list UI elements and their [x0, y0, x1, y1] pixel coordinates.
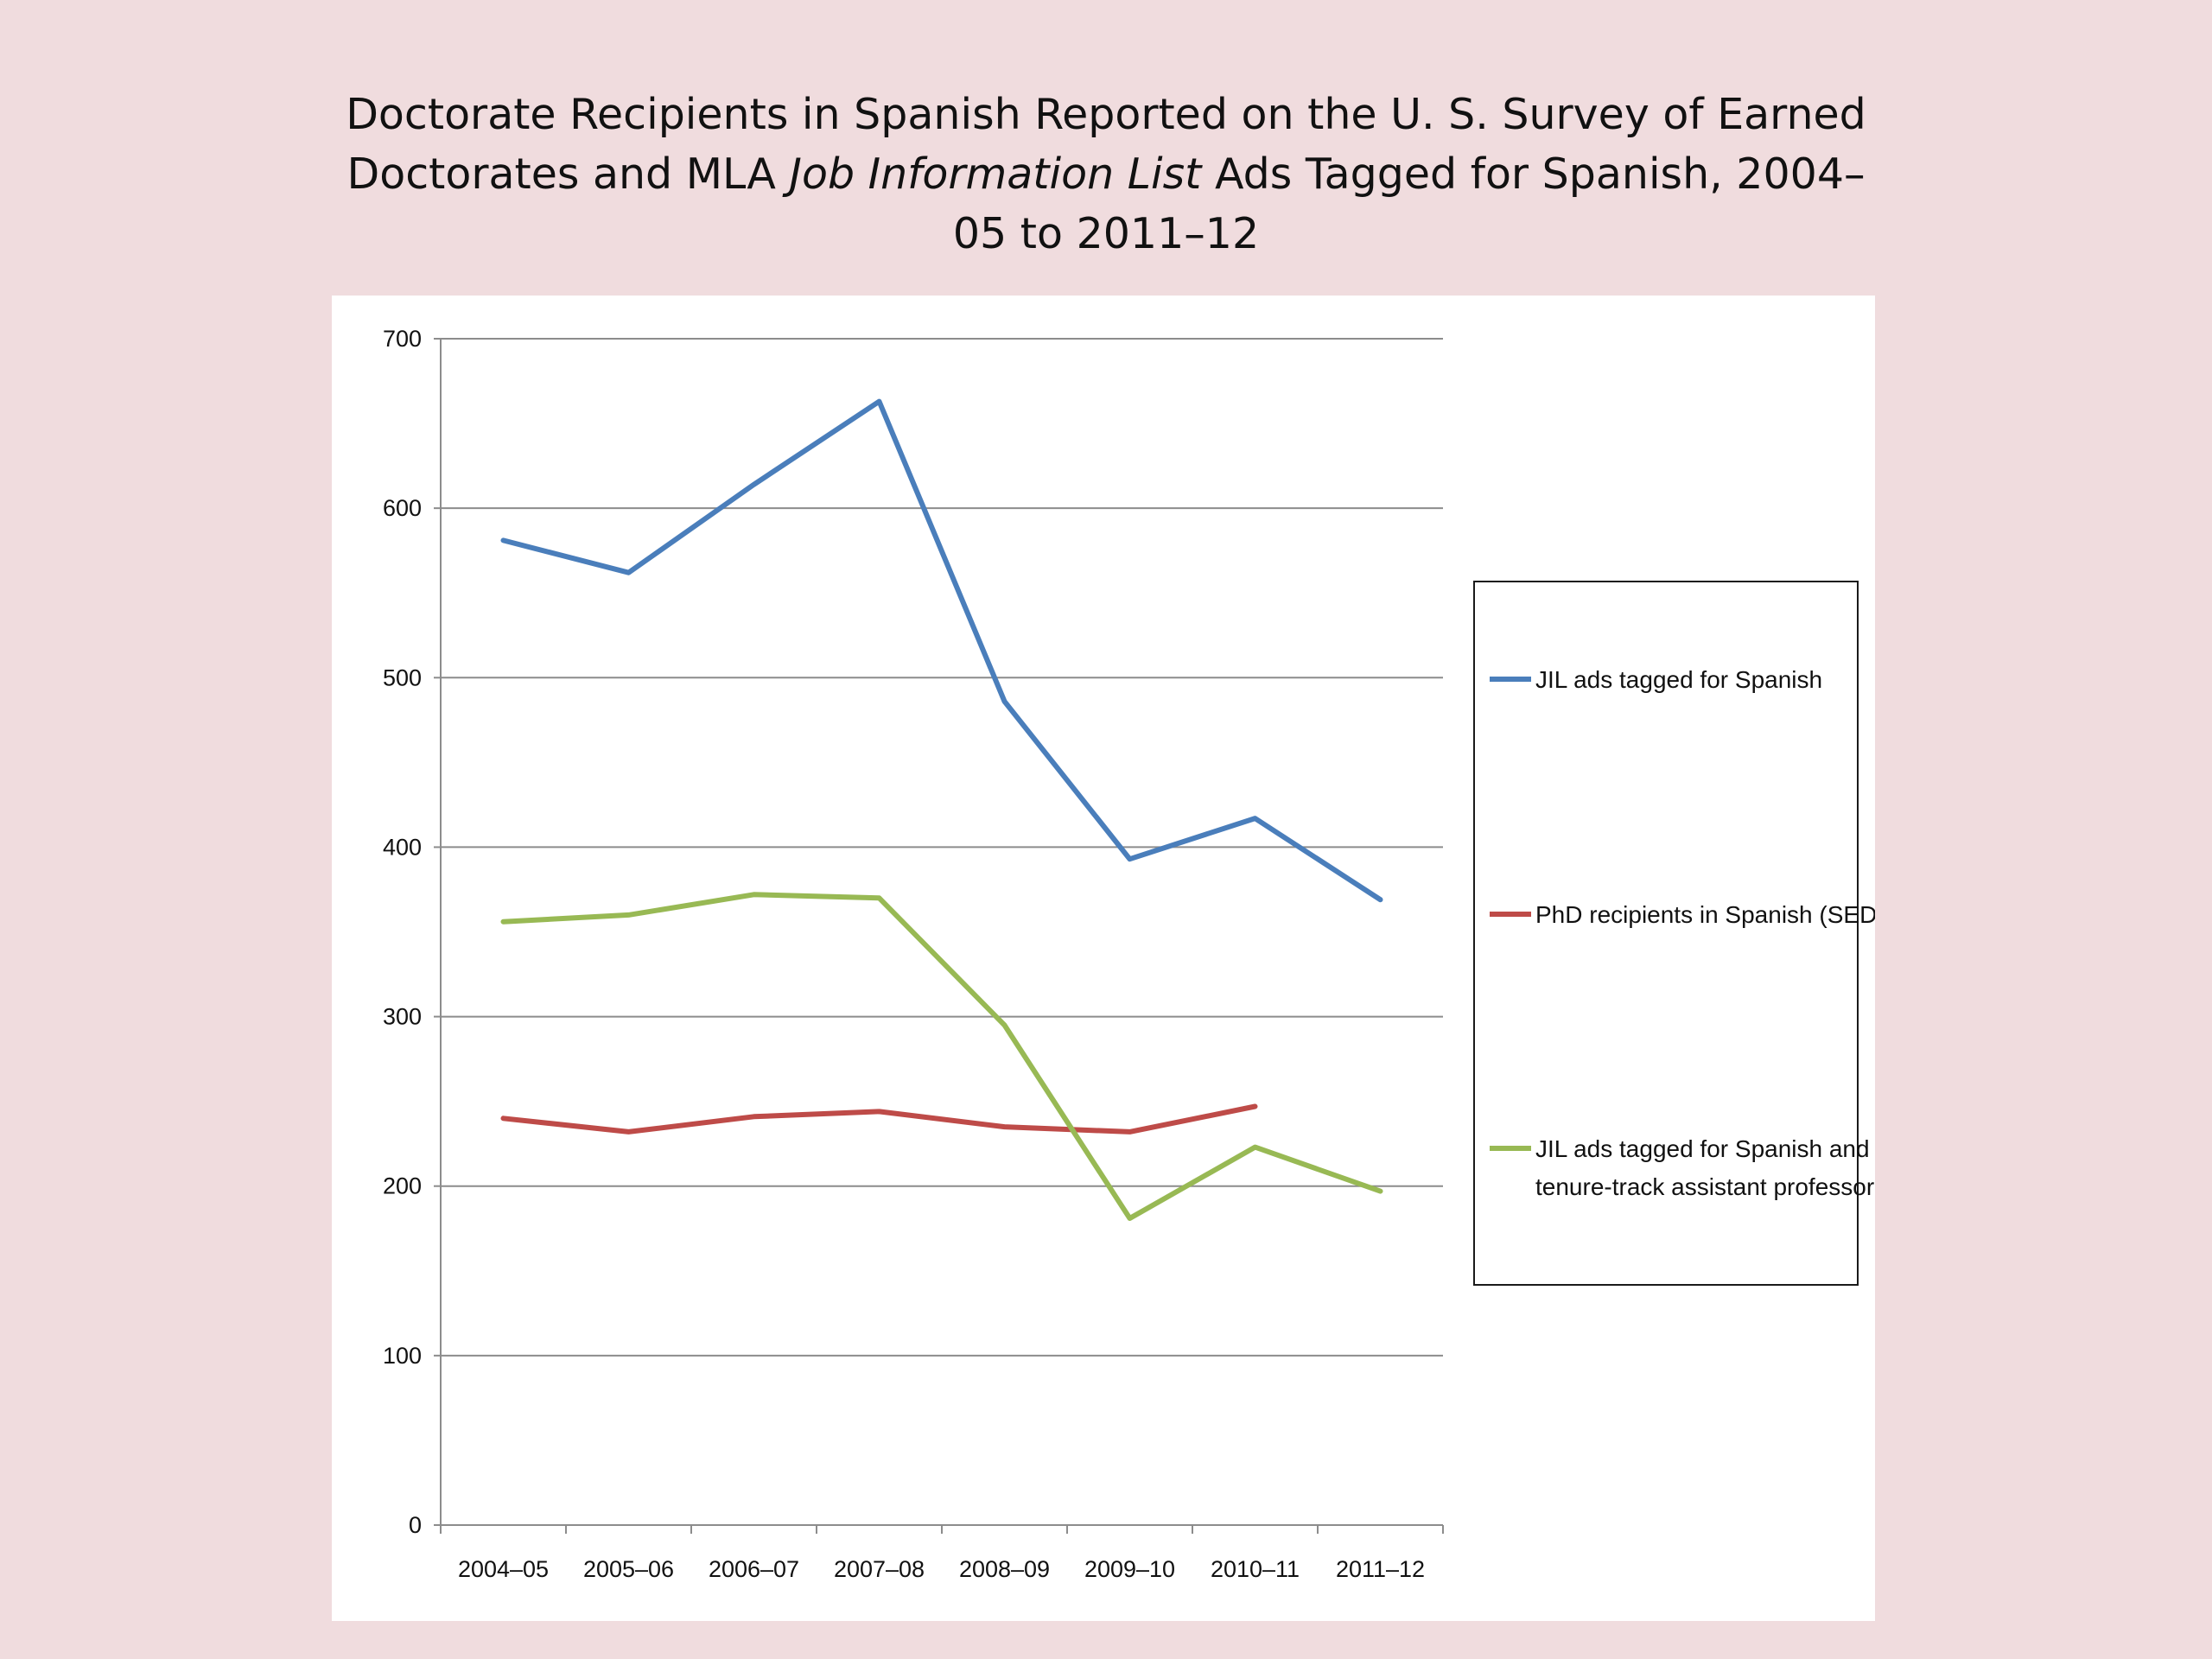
legend-label: JIL ads tagged for Spanish — [1535, 666, 1822, 693]
x-tick-label: 2007–08 — [834, 1556, 925, 1582]
axes — [434, 338, 1444, 1534]
x-tick-label: 2005–06 — [583, 1556, 674, 1582]
series-line-3 — [500, 892, 1383, 1221]
legend: JIL ads tagged for Spanish PhD recipients… — [1473, 581, 1875, 1286]
x-tick-label: 2004–05 — [458, 1556, 549, 1582]
x-tick-label: 2008–09 — [959, 1556, 1050, 1582]
x-tick-label: 2010–11 — [1211, 1556, 1300, 1582]
chart-panel: 0 100 200 300 400 500 600 700 2004–05 2005–06 200… — [332, 296, 1875, 1621]
series-line-2 — [500, 1103, 1258, 1135]
y-tick-label: 600 — [383, 495, 422, 521]
series-line-1 — [500, 398, 1383, 903]
y-tick-label: 300 — [383, 1004, 422, 1030]
gridlines — [441, 338, 1443, 1357]
title-part-2: Ads Tagged for Spanish, 2004–05 to 2011–… — [952, 149, 1866, 258]
legend-box — [1473, 581, 1859, 1286]
x-tick-label: 2011–12 — [1336, 1556, 1425, 1582]
legend-label: JIL ads tagged for Spanish and — [1535, 1135, 1870, 1162]
title-italic: Job Information List — [789, 149, 1202, 199]
y-tick-label: 400 — [383, 834, 422, 860]
y-tick-labels: 0 100 200 300 400 500 600 700 — [383, 326, 422, 1538]
y-tick-label: 0 — [409, 1512, 422, 1538]
slide-title: Doctorate Recipients in Spanish Reported… — [328, 85, 1884, 264]
y-tick-label: 700 — [383, 326, 422, 352]
x-tick-labels: 2004–05 2005–06 2006–07 2007–08 2008–09 2009–… — [458, 1556, 1425, 1582]
x-tick-label: 2006–07 — [709, 1556, 799, 1582]
y-tick-label: 500 — [383, 664, 422, 690]
series-lines — [500, 398, 1383, 1221]
y-tick-label: 100 — [383, 1343, 422, 1369]
title-part-1: Doctorate Recipients in Spanish Reported… — [346, 90, 1866, 199]
legend-label: PhD recipients in Spanish (SED) — [1535, 901, 1875, 928]
x-tick-label: 2009–10 — [1084, 1556, 1175, 1582]
y-tick-label: 200 — [383, 1173, 422, 1199]
legend-label-continued: tenure-track assistant professor — [1535, 1173, 1874, 1200]
